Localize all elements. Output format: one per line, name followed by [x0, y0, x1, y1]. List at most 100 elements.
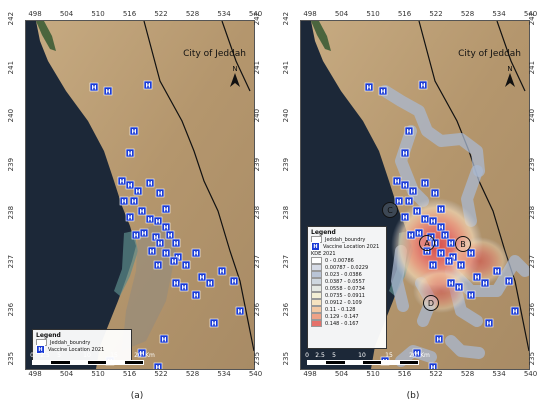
kde-class-row: 0.11 - 0.128 [311, 306, 383, 313]
hospital-marker[interactable]: H [412, 348, 422, 358]
hospital-marker[interactable]: H [89, 82, 99, 91]
hospital-marker[interactable]: H [169, 256, 179, 266]
hospital-marker[interactable]: H [428, 216, 438, 225]
y-tick-label: 235 [253, 351, 261, 365]
hospital-marker[interactable]: H [103, 86, 113, 95]
svg-text:H: H [432, 190, 437, 197]
y-tick-label: 240 [528, 108, 536, 123]
hospital-marker[interactable]: H [428, 260, 438, 270]
hospital-marker[interactable]: H [143, 80, 153, 89]
hospital-marker[interactable]: H [406, 230, 416, 239]
hospital-marker[interactable]: H [153, 260, 163, 270]
hospital-marker[interactable]: H [466, 290, 476, 300]
hospital-marker[interactable]: H [364, 82, 374, 91]
hospital-marker[interactable]: H [139, 228, 149, 237]
hospital-marker[interactable]: H [155, 188, 165, 197]
svg-text:H: H [167, 232, 172, 239]
hospital-marker[interactable]: H [181, 260, 191, 270]
hospital-marker[interactable]: H [217, 266, 227, 276]
hospital-marker[interactable]: H [229, 276, 239, 286]
hospital-marker[interactable]: H [484, 318, 494, 328]
hospital-marker[interactable]: H [171, 278, 181, 288]
hospital-marker[interactable]: H [161, 204, 171, 213]
svg-text:H: H [422, 180, 427, 187]
hospital-marker[interactable]: H [129, 196, 139, 205]
hospital-marker[interactable]: H [480, 278, 490, 288]
hospital-marker[interactable]: H [171, 238, 181, 247]
svg-text:H: H [127, 214, 132, 221]
hospital-marker[interactable]: H [434, 334, 444, 344]
hospital-marker[interactable]: H [444, 256, 454, 266]
hospital-marker[interactable]: H [504, 276, 514, 286]
hospital-marker[interactable]: H [161, 248, 171, 258]
svg-text:H: H [406, 198, 411, 205]
hospital-marker[interactable]: H [392, 176, 402, 185]
hospital-marker[interactable]: H [125, 212, 135, 221]
hospital-marker[interactable]: H [205, 278, 215, 288]
hospital-marker[interactable]: H [394, 196, 404, 205]
hospital-marker[interactable]: H [430, 188, 440, 197]
hospital-marker[interactable]: H [400, 148, 410, 157]
hospital-marker[interactable]: H [133, 186, 143, 195]
hospital-marker[interactable]: H [454, 282, 464, 292]
hospital-marker[interactable]: H [117, 176, 127, 185]
hospital-marker[interactable]: H [145, 214, 155, 223]
kde-class-label: 0.00787 - 0.0229 [325, 264, 369, 271]
hospital-marker[interactable]: H [404, 196, 414, 205]
hospital-marker[interactable]: H [492, 266, 502, 276]
hospital-marker[interactable]: H [153, 362, 163, 369]
hospital-marker[interactable]: H [119, 196, 129, 205]
hospital-marker[interactable]: H [131, 230, 141, 239]
hospital-marker[interactable]: H [191, 248, 201, 258]
svg-text:H: H [127, 182, 132, 189]
hospital-marker[interactable]: H [161, 222, 171, 231]
hospital-marker[interactable]: H [378, 86, 388, 95]
hospital-marker[interactable]: H [446, 238, 456, 247]
svg-text:H: H [506, 278, 511, 285]
hospital-marker[interactable]: H [466, 248, 476, 258]
hospital-marker[interactable]: H [510, 306, 520, 316]
hospital-marker[interactable]: H [408, 186, 418, 195]
hospital-marker[interactable]: H [129, 126, 139, 135]
hospital-marker[interactable]: H [436, 222, 446, 231]
hospital-marker[interactable]: H [400, 180, 410, 189]
kde-corridor [445, 335, 485, 359]
hospital-marker[interactable]: H [137, 206, 147, 215]
hospital-marker[interactable]: H [420, 178, 430, 187]
hospital-marker[interactable]: H [436, 204, 446, 213]
hospital-marker[interactable]: H [446, 278, 456, 288]
scale-unit: Km [420, 352, 430, 359]
x-tick-label: 498 [28, 370, 42, 378]
hospital-marker[interactable]: H [400, 212, 410, 221]
hospital-marker[interactable]: H [125, 180, 135, 189]
hospital-marker[interactable]: H [428, 362, 438, 369]
y-tick-label: 236 [282, 302, 290, 317]
hospital-marker[interactable]: H [137, 348, 147, 358]
svg-text:H: H [219, 268, 224, 275]
hospital-marker[interactable]: H [153, 216, 163, 225]
legend-item-label: Vaccine Location 2021 [48, 346, 105, 353]
hospital-marker[interactable]: H [418, 80, 428, 89]
hospital-marker[interactable]: H [155, 238, 165, 247]
hospital-marker[interactable]: H [420, 214, 430, 223]
hospital-marker[interactable]: H [209, 318, 219, 328]
hospital-marker[interactable]: H [191, 290, 201, 300]
hospital-marker[interactable]: H [456, 260, 466, 270]
hospital-marker[interactable]: H [147, 246, 157, 255]
hospital-marker[interactable]: H [436, 248, 446, 258]
hospital-marker[interactable]: H [472, 272, 482, 282]
hospital-marker[interactable]: H [179, 282, 189, 292]
hospital-marker[interactable]: H [197, 272, 207, 282]
hospital-marker[interactable]: H [125, 148, 135, 157]
hospital-marker[interactable]: H [440, 230, 450, 239]
hospital-marker[interactable]: H [159, 334, 169, 344]
svg-text:H: H [121, 198, 126, 205]
hospital-marker[interactable]: H [235, 306, 245, 316]
hospital-marker[interactable]: H [145, 178, 155, 187]
hospital-marker[interactable]: H [165, 230, 175, 239]
scale-bar-b: 0 2.5 5 10 15 20 Km [305, 352, 430, 366]
hospital-marker[interactable]: H [412, 206, 422, 215]
hospital-marker[interactable]: H [404, 126, 414, 135]
